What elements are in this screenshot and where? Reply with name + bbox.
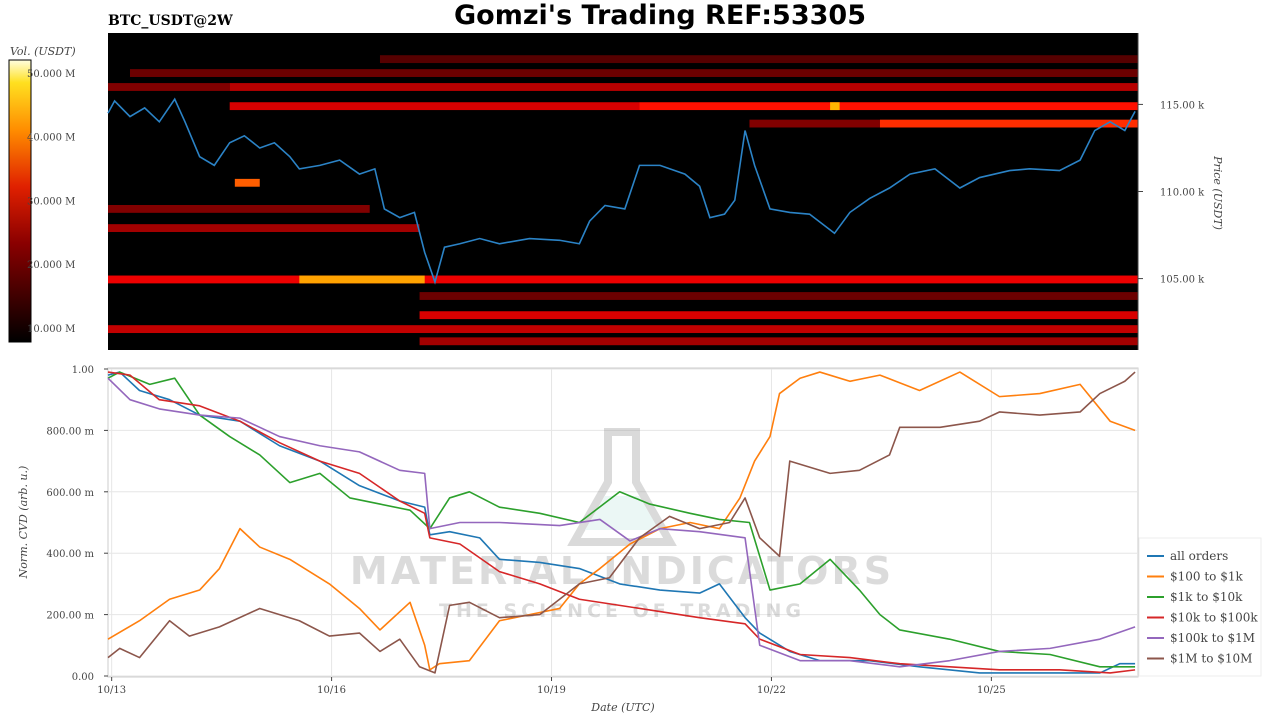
- y-tick-label: 800.00 m: [46, 426, 94, 437]
- legend-label: $1k to $10k: [1170, 590, 1243, 604]
- x-tick-label: 10/22: [757, 685, 786, 696]
- legend-label: $1M to $10M: [1170, 652, 1252, 666]
- watermark-tagline: THE SCIENCE OF TRADING: [439, 600, 805, 622]
- y-tick-label: 0.00: [72, 672, 94, 683]
- x-axis-label: Date (UTC): [590, 701, 654, 714]
- y-tick-label: 200.00 m: [46, 611, 94, 622]
- heatmap-band: [299, 275, 425, 284]
- y-tick-label: 400.00 m: [46, 549, 94, 560]
- heatmap-band: [229, 102, 640, 111]
- price-axis-label: Price (USDT): [1211, 155, 1224, 230]
- x-tick-label: 10/25: [977, 685, 1006, 696]
- colorbar-tick-label: 50.000 M: [27, 69, 75, 80]
- y-tick-label: 1.00: [72, 365, 94, 376]
- price-tick-label: 115.00 k: [1160, 100, 1205, 111]
- price-tick-label: 110.00 k: [1160, 188, 1205, 199]
- chart-title: Gomzi's Trading REF:53305: [454, 0, 866, 31]
- heatmap-band: [108, 204, 370, 213]
- price-line: [107, 97, 1136, 285]
- y-axis-label: Norm. CVD (arb. u.): [17, 466, 30, 580]
- heatmap-band: [749, 119, 880, 128]
- legend-label: $100k to $1M: [1170, 631, 1255, 645]
- heatmap-band: [879, 119, 1138, 128]
- cvd-plot-area: [107, 367, 1139, 678]
- colorbar-tick-label: 20.000 M: [27, 260, 75, 271]
- watermark-brand: MATERIAL INDICATORS: [350, 549, 894, 593]
- colorbar-label: Vol. (USDT): [10, 45, 76, 58]
- legend-label: $10k to $100k: [1170, 611, 1258, 625]
- heatmap-band: [108, 224, 420, 232]
- x-tick-label: 10/13: [97, 685, 126, 696]
- legend: [1138, 537, 1262, 677]
- series-line: [107, 371, 1136, 671]
- colorbar-tick-label: 10.000 M: [27, 324, 75, 335]
- heatmap-plot-area: [108, 33, 1138, 350]
- y-tick-label: 600.00 m: [46, 488, 94, 499]
- price-tick-label: 105.00 k: [1160, 275, 1205, 286]
- heatmap-band: [129, 69, 1138, 77]
- heatmap-band: [108, 325, 1138, 334]
- colorbar: [8, 59, 32, 343]
- heatmap-band: [830, 102, 840, 111]
- heatmap-band: [229, 83, 1138, 91]
- heatmap-band: [379, 55, 1138, 64]
- chart-subtitle: BTC_USDT@2W: [108, 13, 233, 29]
- legend-label: all orders: [1170, 549, 1228, 563]
- heatmap-band: [234, 178, 260, 187]
- x-tick-label: 10/19: [537, 685, 566, 696]
- heatmap-band: [639, 102, 1138, 111]
- heatmap-band: [419, 337, 1139, 346]
- heatmap-band: [419, 311, 1139, 320]
- series-line: [107, 377, 1136, 668]
- colorbar-tick-label: 40.000 M: [27, 133, 75, 144]
- heatmap-band: [108, 275, 1138, 284]
- heatmap-band: [419, 292, 1139, 300]
- legend-label: $100 to $1k: [1170, 570, 1243, 584]
- series-line: [107, 371, 1136, 674]
- colorbar-tick-label: 30.000 M: [27, 196, 75, 207]
- x-tick-label: 10/16: [317, 685, 346, 696]
- series-line: [107, 371, 1136, 674]
- heatmap-band: [108, 83, 230, 91]
